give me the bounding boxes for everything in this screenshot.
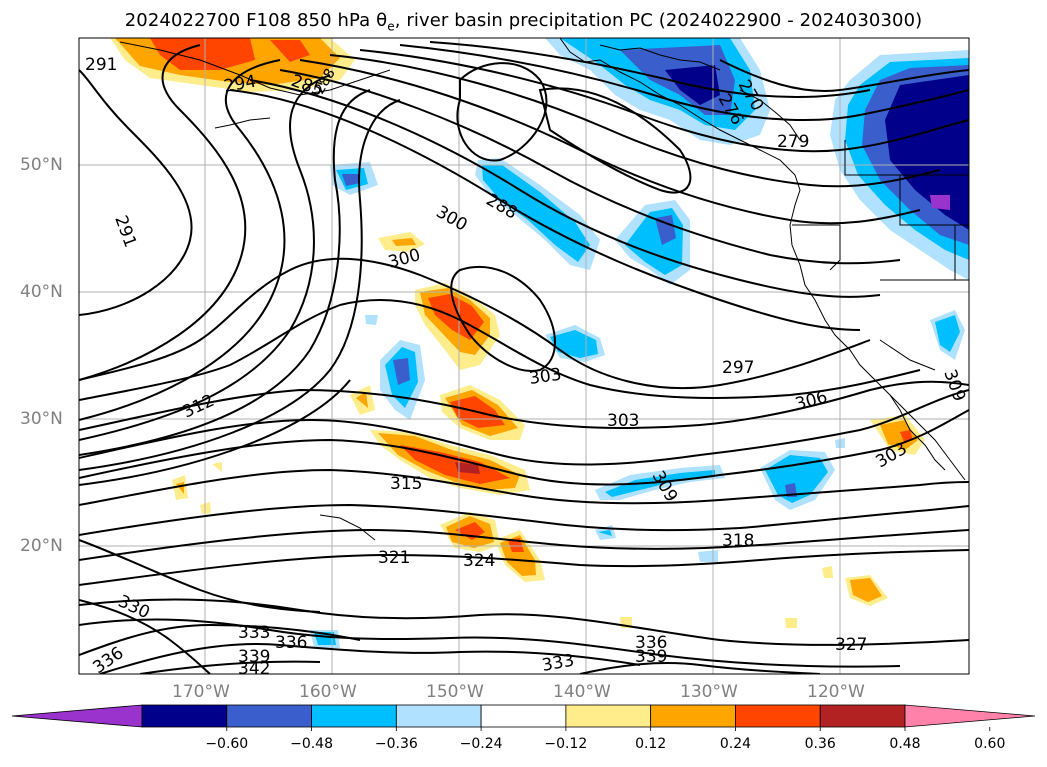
contour-label: 339 [635,647,667,667]
colorbar-segment [650,704,736,728]
colorbar-segment [735,704,821,728]
colorbar-tick-label: −0.36 [374,736,418,752]
map-title: 2024022700 F108 850 hPa θe, river basin … [124,10,923,34]
contour-label: 336 [635,633,667,653]
colorbar-extend-max [904,704,1036,728]
colorbar-tick-label: 0.60 [974,736,1006,752]
contour-label: 303 [607,411,639,431]
contour-label: 318 [722,531,754,551]
lon-label-130w: 130°W [680,682,738,702]
contour-label: 342 [238,659,270,679]
colorbar-tick-label: 0.36 [804,736,836,752]
contour-label: 339 [238,647,270,667]
theta-e-contours [79,41,969,674]
plot-frame [78,37,970,675]
lon-label-160w: 160°W [299,682,357,702]
contour-label: 303 [528,365,563,389]
contour-label: 327 [835,635,867,655]
lat-label-20n: 20°N [20,536,63,556]
colorbar-tick-label: −0.12 [544,736,588,752]
contour-label: 297 [722,358,754,378]
lat-label-40n: 40°N [20,282,63,302]
contour-label: 321 [378,548,410,568]
colorbar-tick-label: 0.12 [635,736,667,752]
colorbar-segment [480,704,567,728]
contour-label: 336 [275,633,307,653]
contour-label: 324 [463,551,495,571]
lon-label-170w: 170°W [172,682,230,702]
colorbar-segment [395,704,482,728]
lon-label-150w: 150°W [426,682,484,702]
contour-label: 315 [390,474,422,494]
colorbar-tick-label: −0.24 [459,736,503,752]
colorbar-tick-label: 0.48 [889,736,921,752]
colorbar-segment [565,704,652,728]
colorbar-segment [226,704,312,728]
contour-label: 333 [540,651,575,676]
colorbar [11,704,1036,731]
colorbar-segment [311,704,397,728]
lon-label-140w: 140°W [553,682,611,702]
lon-label-120w: 120°W [807,682,865,702]
contour-label: 279 [777,132,809,152]
contour-label: 333 [238,623,270,643]
colorbar-segment [141,704,228,728]
contour-label: 291 [85,55,117,75]
colorbar-tick-label: 0.24 [719,736,752,752]
lat-label-50n: 50°N [20,155,63,175]
colorbar-segment [819,704,906,728]
colorbar-extend-min [11,704,143,728]
colorbar-tick-label: −0.48 [290,736,333,752]
coastlines [119,38,969,541]
lat-label-30n: 30°N [20,409,63,429]
colorbar-tick-label: −0.60 [205,736,249,752]
